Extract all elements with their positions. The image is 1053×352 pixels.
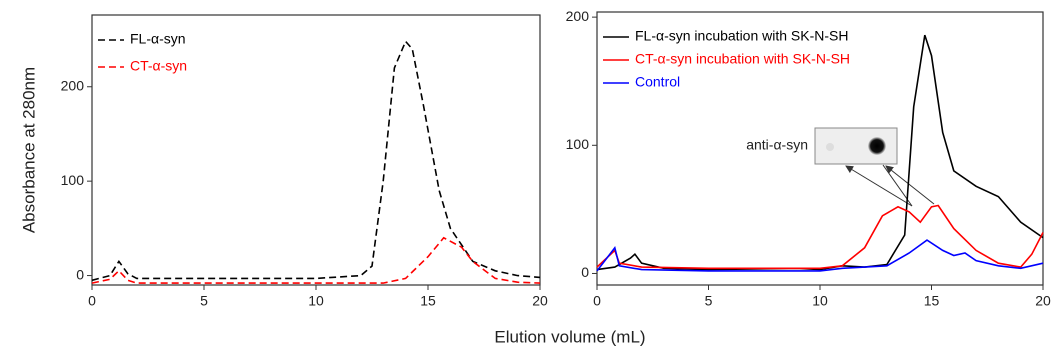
legend-label: CT-α-syn incubation with SK-N-SH <box>635 51 850 67</box>
x-axis-label: Elution volume (mL) <box>494 327 645 346</box>
x-tick-label: 5 <box>705 293 713 309</box>
annotation: anti-α-syn <box>746 137 808 153</box>
data-line <box>597 206 1043 269</box>
x-tick-label: 10 <box>308 293 324 309</box>
y-tick-label: 0 <box>581 264 589 280</box>
y-axis-label: Absorbance at 280nm <box>19 67 38 233</box>
legend-label: FL-α-syn <box>130 31 186 47</box>
figure: Absorbance at 280nm Elution volume (mL) … <box>0 0 1053 352</box>
plot-frame <box>92 15 540 285</box>
y-tick-label: 0 <box>76 266 84 282</box>
x-tick-label: 20 <box>1035 293 1051 309</box>
blot-inset <box>815 128 934 206</box>
x-tick-label: 15 <box>420 293 436 309</box>
data-line <box>92 41 540 280</box>
x-tick-label: 0 <box>593 293 601 309</box>
y-tick-label: 100 <box>61 172 85 188</box>
legend-label: Control <box>635 74 680 90</box>
x-tick-label: 15 <box>924 293 940 309</box>
y-tick-label: 100 <box>566 136 590 152</box>
legend-label: FL-α-syn incubation with SK-N-SH <box>635 28 849 44</box>
x-tick-label: 20 <box>532 293 548 309</box>
legend-label: CT-α-syn <box>130 58 187 74</box>
x-tick-label: 0 <box>88 293 96 309</box>
y-tick-label: 200 <box>566 8 590 24</box>
x-tick-label: 10 <box>812 293 828 309</box>
y-tick-label: 200 <box>61 77 85 93</box>
data-line <box>597 240 1043 271</box>
x-tick-label: 5 <box>200 293 208 309</box>
